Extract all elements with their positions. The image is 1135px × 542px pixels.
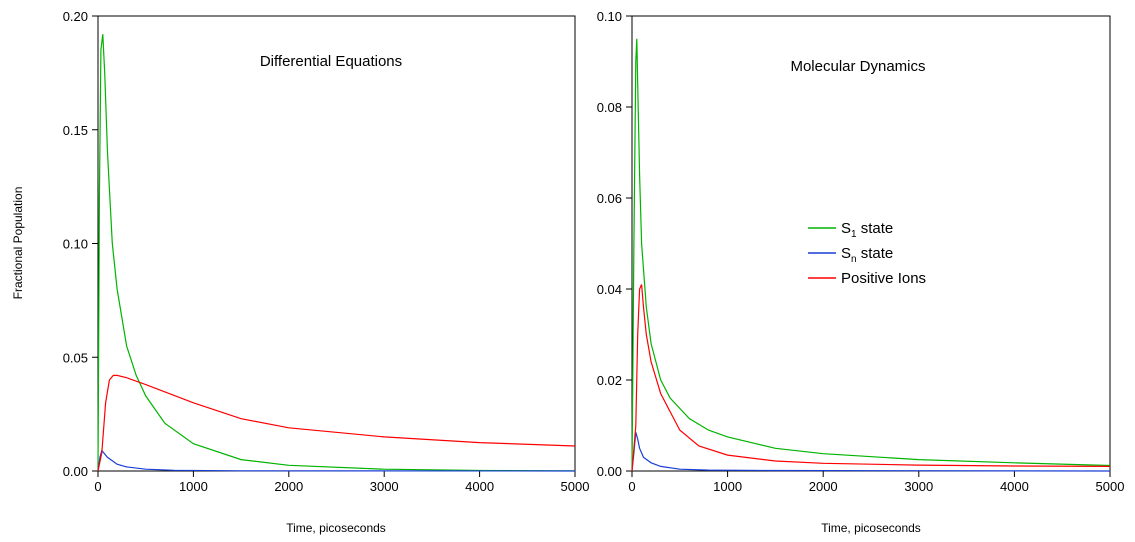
y-tick-label: 0.20: [63, 9, 88, 24]
series-line-3: [631, 284, 1111, 472]
x-tick-label: 5000: [1096, 479, 1125, 494]
axis-ticks: 0 1000 2000 3000 4000 5000 0.00 0.02 0.04 0.06 0.0…: [597, 9, 1125, 494]
panel-differential-equations: Differential Equations Time, picoseconds…: [11, 9, 589, 535]
x-tick-label: 5000: [561, 479, 590, 494]
y-tick-label: 0.06: [597, 191, 622, 206]
x-tick-label: 4000: [1000, 479, 1029, 494]
axis-ticks: 0 1000 2000 3000 4000 5000 0.00 0.05 0.10 0.15 0.2…: [63, 9, 590, 494]
series-line-3: [97, 374, 576, 472]
series-line-1: [97, 34, 576, 472]
x-tick-label: 1000: [713, 479, 742, 494]
x-axis-label: Time, picoseconds: [286, 521, 386, 535]
x-tick-label: 2000: [274, 479, 303, 494]
legend-label: Positive Ions: [841, 270, 926, 287]
y-tick-label: 0.15: [63, 123, 88, 138]
y-tick-label: 0.05: [63, 350, 88, 365]
series-line-2: [631, 432, 1111, 472]
x-tick-label: 4000: [465, 479, 494, 494]
y-tick-label: 0.02: [597, 373, 622, 388]
legend-label: S1 state: [841, 220, 893, 240]
y-tick-label: 0.00: [63, 464, 88, 479]
y-tick-label: 0.00: [597, 464, 622, 479]
series-lines: [631, 38, 1111, 472]
y-axis-label: Fractional Population: [11, 187, 25, 300]
x-tick-label: 2000: [809, 479, 838, 494]
panel-title: Differential Equations: [260, 53, 402, 70]
panel-molecular-dynamics: Molecular Dynamics Time, picoseconds 0 10…: [597, 9, 1125, 535]
legend-label: Sn state: [841, 245, 893, 265]
y-tick-label: 0.10: [63, 237, 88, 252]
series-line-1: [631, 38, 1111, 472]
y-tick-label: 0.10: [597, 9, 622, 24]
panel-title: Molecular Dynamics: [790, 58, 925, 75]
y-tick-label: 0.04: [597, 282, 622, 297]
y-tick-label: 0.08: [597, 100, 622, 115]
plot-frame: [631, 15, 1111, 472]
plot-frame: [97, 15, 576, 472]
series-lines: [97, 34, 576, 472]
x-axis-label: Time, picoseconds: [821, 521, 921, 535]
series-line-2: [97, 449, 576, 472]
x-tick-label: 1000: [179, 479, 208, 494]
x-tick-label: 3000: [904, 479, 933, 494]
x-tick-label: 0: [628, 479, 635, 494]
x-tick-label: 3000: [370, 479, 399, 494]
x-tick-label: 0: [94, 479, 101, 494]
legend: S1 state Sn state Positive Ions: [808, 220, 926, 287]
